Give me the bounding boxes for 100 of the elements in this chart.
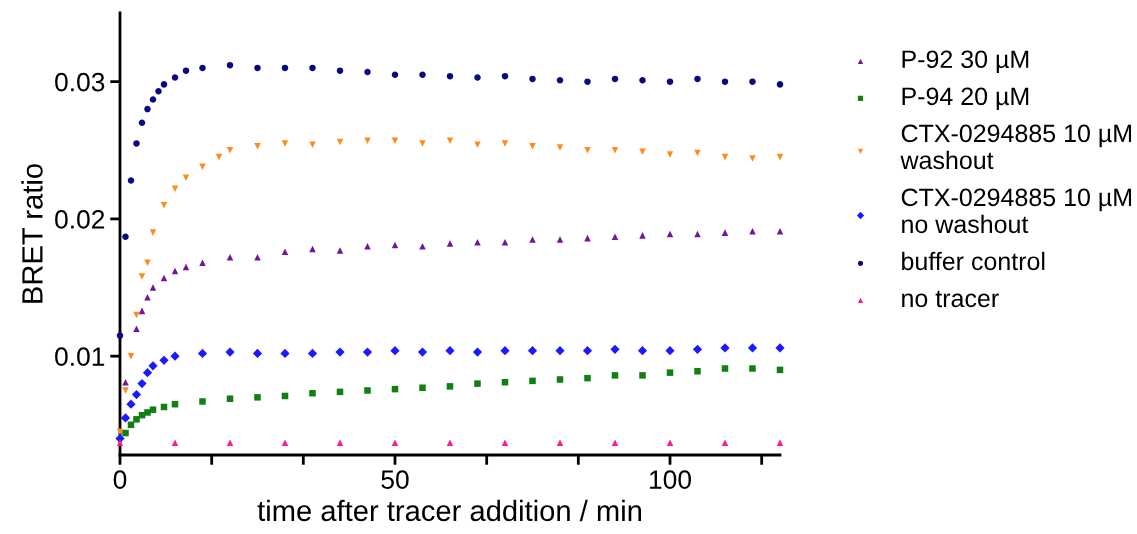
point: [501, 72, 509, 80]
point: [391, 439, 399, 446]
point: [364, 387, 371, 394]
point: [391, 71, 399, 79]
point: [555, 346, 565, 356]
point: [776, 81, 784, 88]
point: [336, 67, 344, 74]
legend-label: P-94 20 µM: [902, 87, 1029, 111]
point: [170, 351, 180, 361]
legend-label: no tracer: [902, 290, 999, 308]
point: [666, 151, 674, 158]
point: [226, 147, 234, 154]
point: [611, 372, 619, 379]
x-tick-label: 50: [381, 470, 409, 489]
point: [226, 439, 234, 446]
point: [472, 347, 483, 357]
point: [171, 439, 179, 446]
point: [122, 429, 129, 437]
point: [776, 439, 784, 446]
point: [199, 398, 206, 405]
point: [391, 137, 399, 144]
point: [529, 236, 536, 243]
x-tick-label: 100: [650, 470, 691, 489]
point: [527, 346, 538, 356]
point: [749, 78, 756, 85]
point: [309, 389, 316, 397]
point: [611, 147, 619, 154]
point: [133, 140, 140, 147]
point: [417, 347, 428, 357]
legend-label: CTX-0294885 10 µM washout: [900, 124, 1132, 170]
point: [666, 78, 674, 85]
point: [149, 229, 157, 236]
point: [138, 273, 146, 280]
point: [446, 383, 454, 390]
point: [252, 348, 263, 359]
point: [419, 71, 426, 79]
point: [226, 61, 234, 69]
point: [155, 87, 162, 95]
point: [364, 137, 371, 144]
point: [133, 325, 140, 332]
point: [199, 163, 206, 170]
point: [419, 140, 426, 147]
point: [776, 228, 784, 235]
point: [149, 406, 157, 413]
point: [116, 439, 124, 446]
point: [556, 144, 564, 151]
point: [721, 78, 729, 85]
point: [556, 439, 564, 446]
point: [142, 368, 153, 378]
point: [182, 67, 190, 74]
y-tick-label: 0.03: [55, 72, 105, 92]
point: [446, 72, 454, 80]
point: [721, 439, 729, 446]
point: [611, 75, 619, 83]
point: [309, 64, 316, 72]
point: [335, 347, 345, 357]
point: [610, 344, 620, 354]
point: [446, 439, 454, 446]
point: [120, 413, 131, 423]
legend-label: P-92 30 µM: [902, 50, 1029, 74]
point: [122, 387, 129, 394]
point: [364, 68, 371, 76]
point: [199, 64, 206, 72]
point: [474, 74, 481, 81]
point: [500, 346, 510, 356]
legend-label: CTX-0294885 10 µM no washout: [901, 188, 1132, 234]
point: [584, 147, 591, 154]
point: [254, 394, 261, 401]
point: [137, 379, 147, 389]
point: [197, 348, 208, 359]
point: [126, 399, 136, 409]
point: [446, 240, 454, 247]
point: [584, 78, 591, 85]
point: [307, 348, 318, 359]
point: [336, 247, 344, 254]
point: [694, 75, 701, 83]
point: [254, 64, 261, 72]
point: [501, 378, 509, 386]
legend-label: buffer control: [902, 251, 1045, 271]
point: [160, 81, 168, 88]
point: [749, 228, 756, 235]
point: [171, 185, 179, 192]
point: [336, 439, 344, 446]
point: [281, 140, 289, 147]
point: [775, 343, 785, 353]
point: [611, 439, 619, 446]
x-axis-title: time after tracer addition / min: [257, 499, 642, 522]
point: [529, 75, 536, 83]
point: [182, 174, 190, 181]
point: [281, 64, 289, 72]
point: [225, 347, 235, 357]
point: [390, 346, 400, 356]
point: [171, 74, 179, 81]
point: [584, 374, 591, 382]
point: [639, 232, 646, 239]
point: [556, 236, 564, 243]
point: [122, 378, 129, 386]
point: [694, 368, 701, 375]
point: [144, 409, 151, 416]
point: [116, 428, 124, 435]
